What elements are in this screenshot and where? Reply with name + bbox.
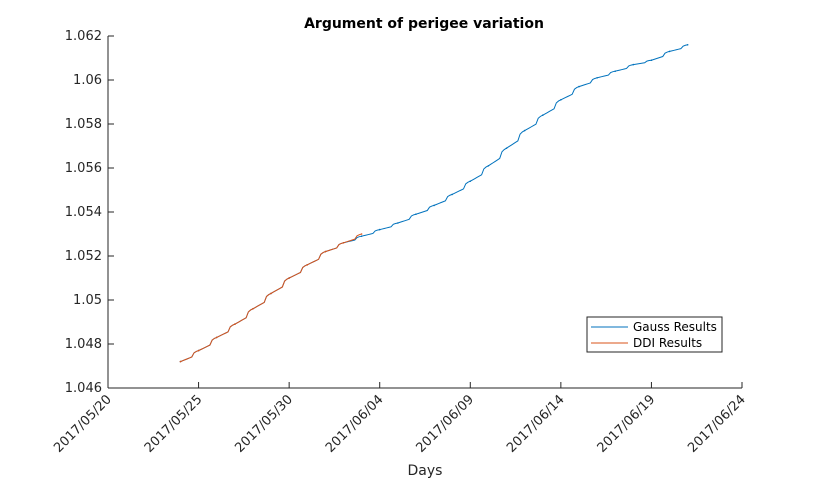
data-point-ddi [360,233,363,235]
y-tick-label: 1.062 [65,29,102,44]
y-tick-label: 1.054 [65,205,102,220]
data-point-ddi [270,292,272,295]
data-point-gauss [415,213,417,215]
data-point-gauss [433,204,435,207]
legend-label-ddi: DDI Results [633,336,702,350]
data-point-ddi [234,323,236,326]
data-point-gauss [541,114,544,116]
data-point-ddi [306,264,309,266]
data-point-ddi [252,308,254,310]
y-tick-label: 1.046 [65,381,102,396]
data-point-gauss [686,44,689,46]
legend: Gauss Results DDI Results [586,316,723,353]
data-point-gauss [397,222,399,224]
chart-title: Argument of perigee variation [304,16,544,32]
data-point-gauss [578,85,580,88]
data-point-gauss [451,193,453,196]
data-point-gauss [560,99,562,101]
y-tick-label: 1.052 [65,249,102,264]
data-point-gauss [668,50,671,53]
x-axis-title: Days [408,463,443,479]
data-point-ddi [342,242,345,244]
data-point-ddi [288,277,290,279]
data-point-gauss [632,63,635,66]
data-point-gauss [487,165,490,167]
data-point-gauss [505,147,508,149]
data-point-gauss [360,235,363,237]
legend-box [586,316,723,353]
data-point-gauss [523,129,526,132]
data-point-gauss [596,77,598,79]
y-tick-label: 1.05 [73,293,102,308]
data-point-ddi [197,349,200,352]
y-tick-label: 1.06 [73,73,102,88]
data-point-ddi [215,336,218,339]
y-tick-label: 1.056 [65,161,102,176]
y-tick-label: 1.058 [65,117,102,132]
data-point-gauss [650,59,653,61]
data-point-ddi [324,250,327,253]
data-point-ddi [179,360,182,363]
series-layer [179,44,689,363]
data-point-gauss [378,228,381,231]
legend-label-gauss: Gauss Results [633,320,717,334]
data-point-gauss [469,180,472,182]
data-point-gauss [614,70,616,72]
y-tick-label: 1.048 [65,337,102,352]
